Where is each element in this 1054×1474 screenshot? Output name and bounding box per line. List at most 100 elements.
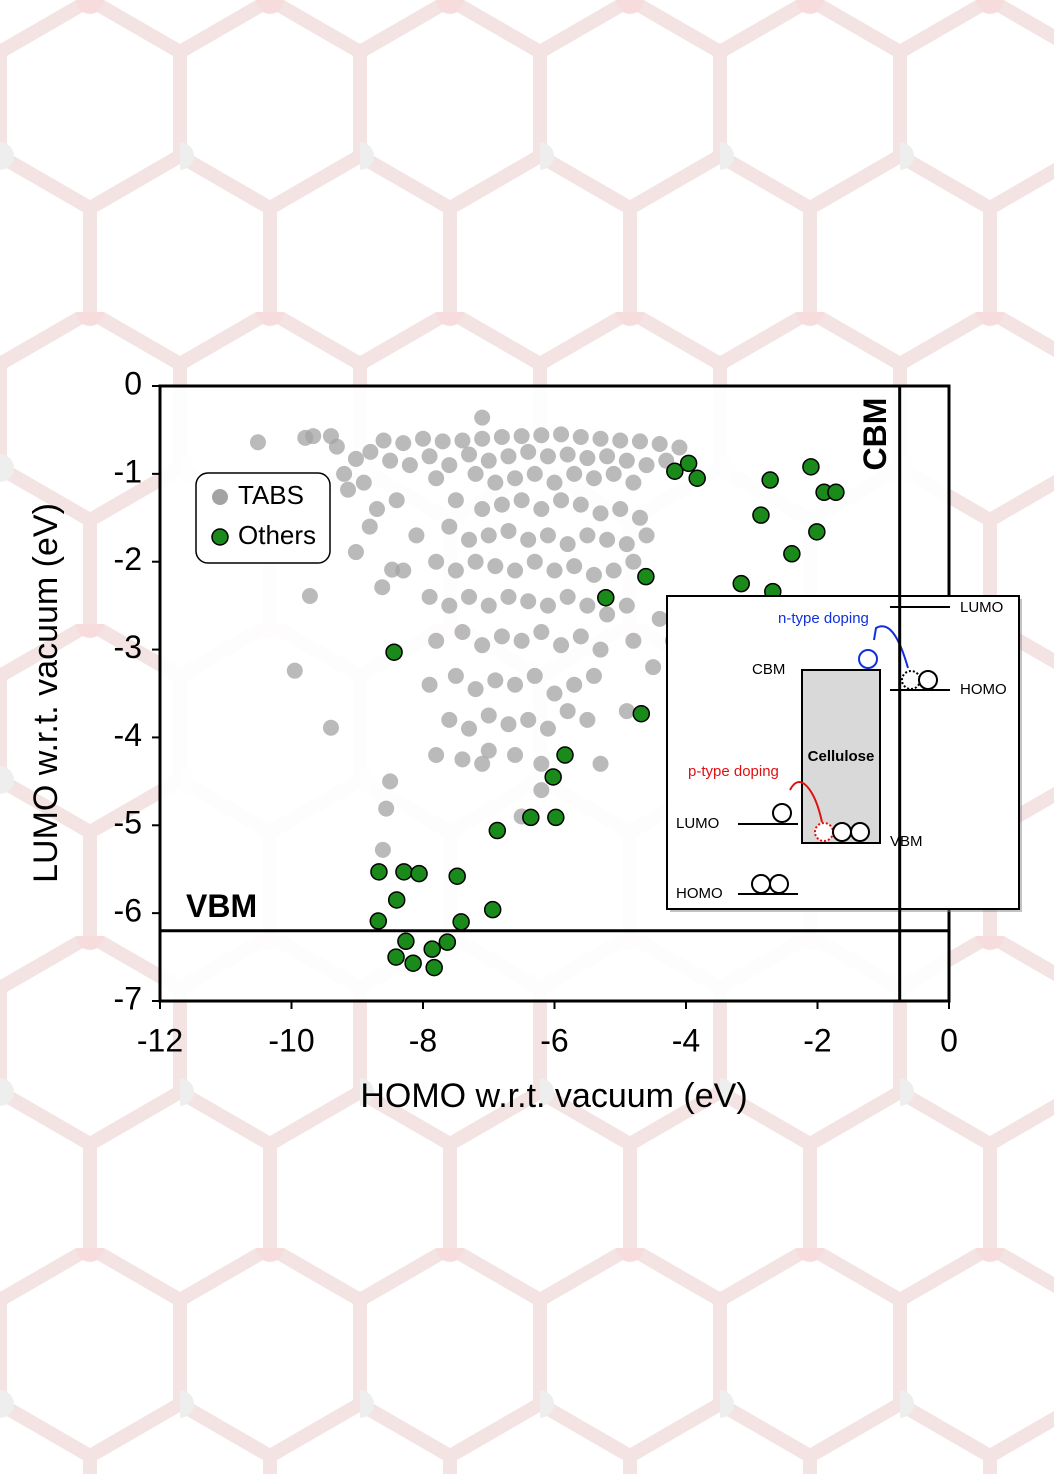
point [493, 496, 510, 513]
legend-marker [212, 489, 228, 505]
point [559, 588, 576, 605]
point [566, 465, 583, 482]
point [382, 773, 399, 790]
x-tick-label: -8 [409, 1022, 437, 1058]
point [507, 562, 524, 579]
x-tick-label: -4 [672, 1022, 700, 1058]
point [546, 562, 563, 579]
inset-label: VBM [890, 833, 923, 850]
point [355, 474, 372, 491]
point [618, 452, 635, 469]
point [526, 667, 543, 684]
point [585, 470, 602, 487]
point [474, 501, 491, 517]
point [467, 465, 484, 482]
point [336, 465, 353, 482]
point [395, 562, 412, 579]
point [625, 632, 642, 649]
point [638, 527, 655, 544]
point [572, 496, 589, 513]
point [361, 518, 378, 535]
point [566, 676, 583, 693]
x-tick-label: 0 [940, 1022, 958, 1058]
point [605, 562, 622, 579]
point [520, 593, 537, 610]
point [553, 426, 570, 443]
point [637, 567, 655, 586]
point [507, 470, 524, 487]
point [556, 746, 574, 764]
point [441, 518, 458, 535]
legend-label: TABS [238, 480, 304, 510]
point [493, 628, 510, 645]
point [513, 428, 530, 445]
point [387, 891, 406, 909]
point [533, 624, 550, 640]
point [487, 558, 504, 575]
point [631, 509, 648, 526]
point [631, 433, 648, 450]
x-tick-label: -6 [540, 1022, 568, 1058]
point [305, 428, 322, 445]
point [454, 751, 471, 768]
point [387, 948, 405, 966]
point [546, 685, 563, 702]
point [370, 863, 388, 881]
inset-label: p-type doping [688, 763, 779, 780]
point [520, 531, 537, 548]
x-tick-label: -2 [803, 1022, 831, 1058]
point [520, 711, 537, 728]
point [369, 912, 388, 930]
point [483, 900, 502, 919]
point [539, 720, 556, 737]
reference-label: CBM [857, 398, 893, 471]
point [539, 527, 556, 544]
point [421, 676, 438, 693]
point [423, 940, 441, 958]
point [395, 435, 412, 452]
point [618, 597, 635, 614]
legend-marker [211, 528, 229, 546]
point [533, 427, 550, 444]
point [526, 465, 543, 482]
legend-box [195, 472, 331, 564]
point [761, 471, 779, 489]
electron [772, 803, 792, 823]
point [638, 457, 655, 474]
point [507, 747, 524, 763]
inset-label: CBM [752, 661, 785, 678]
point [448, 867, 466, 885]
point [507, 676, 524, 693]
point [585, 667, 602, 684]
y-tick-label: -4 [114, 717, 142, 753]
x-tick-label: -10 [268, 1022, 314, 1058]
y-tick-label: -3 [114, 629, 142, 665]
point [599, 606, 616, 623]
point [452, 913, 470, 931]
point [597, 588, 615, 607]
arrow [873, 625, 909, 669]
point [347, 544, 364, 561]
reference-label: VBM [186, 888, 257, 924]
y-tick-label: -5 [114, 805, 142, 841]
inset-label: LUMO [960, 599, 1003, 616]
point [522, 808, 540, 827]
point [474, 430, 491, 447]
hole [901, 670, 921, 690]
point [500, 448, 517, 465]
point [301, 587, 318, 604]
point [592, 641, 609, 658]
y-tick-label: -2 [114, 541, 142, 577]
point [579, 450, 596, 467]
point [559, 536, 576, 553]
point [645, 659, 662, 676]
point [539, 597, 556, 614]
point [679, 454, 698, 473]
point [539, 448, 556, 465]
inset-label: LUMO [676, 815, 719, 832]
point [752, 506, 770, 524]
inset-diagram: LUMO n-type doping CBM HOMO Cellulose p-… [666, 595, 1022, 912]
point [397, 932, 415, 951]
point [632, 704, 651, 723]
